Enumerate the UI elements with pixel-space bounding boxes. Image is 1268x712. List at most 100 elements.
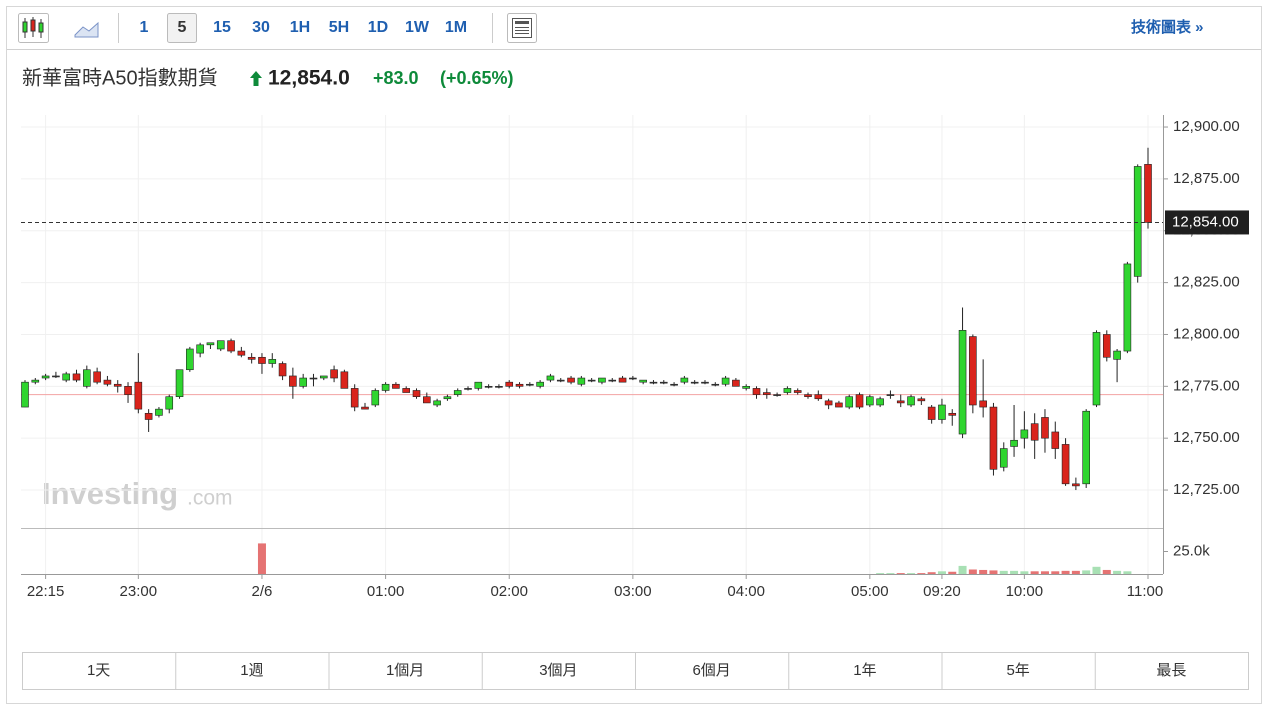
candle-body	[83, 369, 91, 387]
interval-button[interactable]: 1D	[368, 19, 388, 36]
range-tab[interactable]: 1年	[853, 662, 876, 679]
volume-tick-label: 25.0k	[1173, 542, 1210, 559]
candle-body	[526, 383, 534, 386]
candle-body	[247, 356, 256, 360]
candle-body	[989, 406, 998, 470]
candle-body	[969, 336, 977, 406]
candle-body	[886, 394, 895, 396]
candle-body	[670, 383, 678, 386]
candle-body	[289, 375, 297, 387]
candle-body	[866, 396, 874, 406]
candle-body	[21, 381, 29, 408]
watermark: Investing	[42, 476, 178, 511]
interval-button[interactable]: 1H	[290, 19, 310, 36]
candle-body	[216, 340, 225, 350]
candle-body	[855, 394, 864, 408]
volume-bar	[1102, 569, 1111, 574]
candle-body	[680, 377, 689, 383]
volume-bar	[1082, 570, 1091, 574]
candle-body	[1113, 350, 1121, 360]
range-tab[interactable]: 最長	[1156, 662, 1186, 679]
candle-body	[1061, 444, 1070, 485]
range-tab[interactable]: 3個月	[539, 662, 577, 679]
candle-body	[629, 377, 637, 380]
interval-button[interactable]: 1M	[445, 19, 467, 36]
interval-button[interactable]: 30	[252, 19, 270, 36]
candle-body	[227, 340, 235, 352]
y-tick-label: 12,800.00	[1173, 325, 1240, 342]
volume-bar	[958, 565, 967, 574]
candle-body	[340, 371, 349, 389]
candle-body	[979, 400, 987, 408]
candle-body	[598, 377, 606, 383]
candle-body	[1092, 332, 1101, 406]
candle-icon[interactable]	[18, 13, 49, 43]
last-price-box	[1165, 210, 1249, 235]
candle-body	[618, 377, 627, 383]
x-tick-label: 23:00	[120, 583, 158, 600]
candle-body	[103, 379, 112, 385]
candle-body	[299, 377, 307, 387]
candle-body	[124, 386, 132, 395]
candle-body	[958, 330, 967, 435]
interval-button[interactable]: 1W	[405, 19, 430, 36]
area-icon[interactable]	[74, 21, 99, 38]
candle-body	[556, 379, 565, 382]
volume-bar	[1113, 570, 1122, 574]
candle-body	[1020, 429, 1029, 439]
candle-body	[41, 375, 50, 379]
candle-body	[659, 381, 668, 384]
candle-body	[752, 388, 761, 395]
x-tick-label: 04:00	[727, 583, 765, 600]
candle-body	[536, 381, 544, 387]
candle-body	[732, 379, 740, 387]
candle-body	[824, 400, 833, 406]
candle-body	[927, 406, 936, 420]
candle-body	[690, 381, 699, 384]
candle-body	[237, 350, 246, 356]
range-tab[interactable]: 1週	[240, 662, 263, 679]
volume-bar	[999, 570, 1008, 574]
volume-bar	[917, 573, 926, 574]
technical-chart-link[interactable]: 技術圖表 »	[1131, 18, 1204, 36]
candle-body	[464, 388, 472, 390]
candle-body	[783, 388, 792, 393]
volume-bar	[979, 569, 988, 574]
range-tab[interactable]: 1個月	[386, 662, 424, 679]
range-tab[interactable]: 5年	[1006, 662, 1029, 679]
candle-body	[1133, 166, 1142, 277]
price-change: +83.0	[373, 68, 419, 88]
candle-body	[423, 396, 431, 404]
volume-bar	[948, 571, 957, 574]
candle-body	[206, 342, 215, 346]
candle-body	[876, 398, 884, 406]
interval-button[interactable]: 15	[213, 19, 231, 36]
last-price: 12,854.0	[268, 67, 350, 90]
x-tick-label: 02:00	[490, 583, 528, 600]
y-tick-label: 12,725.00	[1173, 481, 1240, 498]
candle-body	[938, 404, 946, 420]
candle-body	[546, 375, 555, 381]
candle-body	[196, 344, 204, 354]
candle-body	[587, 379, 596, 382]
x-tick-label: 03:00	[614, 583, 652, 600]
candle-body	[495, 386, 503, 388]
volume-bar	[927, 572, 936, 574]
range-tab[interactable]: 6個月	[692, 662, 730, 679]
interval-selected	[167, 13, 197, 43]
candle-body	[1102, 334, 1111, 358]
interval-button[interactable]: 1	[140, 19, 149, 36]
interval-button[interactable]: 5H	[329, 19, 349, 36]
range-tab[interactable]: 1天	[87, 662, 110, 679]
candle-body	[814, 394, 823, 400]
candle-body	[186, 348, 194, 371]
news-icon[interactable]	[507, 13, 537, 43]
candle-body	[999, 448, 1008, 468]
candle-body	[113, 383, 122, 387]
candle-body	[412, 390, 421, 397]
interval-button[interactable]: 5	[178, 19, 187, 36]
candle-body	[907, 396, 915, 406]
candle-body	[649, 381, 658, 384]
